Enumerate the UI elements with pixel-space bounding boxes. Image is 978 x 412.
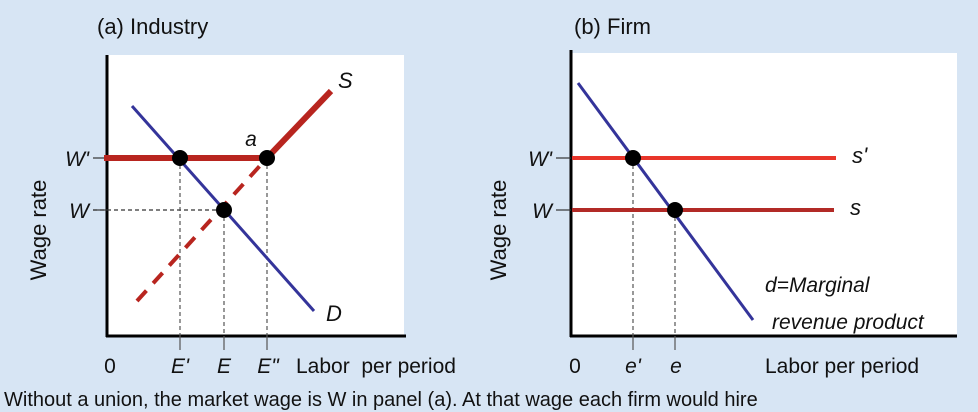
- label-a: a: [245, 128, 257, 151]
- panel-a: (a) Industry Wage rate W' W 0 E' E E" La…: [26, 14, 456, 378]
- label-demand-b-line1: d=Marginal: [765, 274, 871, 297]
- label-supply: S: [338, 68, 353, 93]
- y-tick-w-a: W: [69, 200, 91, 223]
- panel-b: (b) Firm Wage rate W' W 0 e' e Labor per…: [486, 14, 957, 378]
- diagram: (a) Industry Wage rate W' W 0 E' E E" La…: [26, 14, 957, 378]
- supply-curve-solid: [263, 88, 334, 162]
- label-supply-low: s: [850, 195, 861, 220]
- panel-a-xlabel: Labor per period: [296, 355, 456, 378]
- point-e: [216, 202, 232, 218]
- point-a: [259, 150, 275, 166]
- x-tick-e-prime: E': [171, 355, 190, 378]
- caption: Without a union, the market wage is W in…: [4, 389, 758, 411]
- panel-b-title: (b) Firm: [574, 14, 651, 39]
- supply-curve-dashed: [135, 156, 269, 303]
- x-tick-e-prime-b: e': [625, 355, 642, 378]
- demand-curve-b: [576, 82, 755, 321]
- plot-area-b: [571, 53, 957, 336]
- point-e-prime-b: [625, 150, 641, 166]
- x-tick-e-b: e: [670, 355, 682, 378]
- x-tick-e: E: [217, 355, 232, 378]
- y-tick-w-prime-a: W': [65, 148, 90, 171]
- y-tick-w-prime-b: W': [528, 148, 553, 171]
- panel-a-ylabel: Wage rate: [26, 180, 51, 281]
- label-demand-b-line2: revenue product: [772, 311, 925, 334]
- plot-area-a: [107, 55, 404, 336]
- point-e-b: [667, 202, 683, 218]
- label-demand-a: D: [326, 301, 342, 326]
- panel-b-ylabel: Wage rate: [486, 180, 511, 281]
- label-supply-high: s': [852, 143, 868, 168]
- panel-b-xlabel: Labor per period: [765, 355, 919, 378]
- x-tick-0-a: 0: [104, 355, 116, 378]
- y-tick-w-b: W: [532, 200, 554, 223]
- x-tick-0-b: 0: [569, 355, 581, 378]
- point-e-prime: [172, 150, 188, 166]
- x-tick-e-double-prime: E": [257, 355, 280, 378]
- panel-a-title: (a) Industry: [97, 14, 208, 39]
